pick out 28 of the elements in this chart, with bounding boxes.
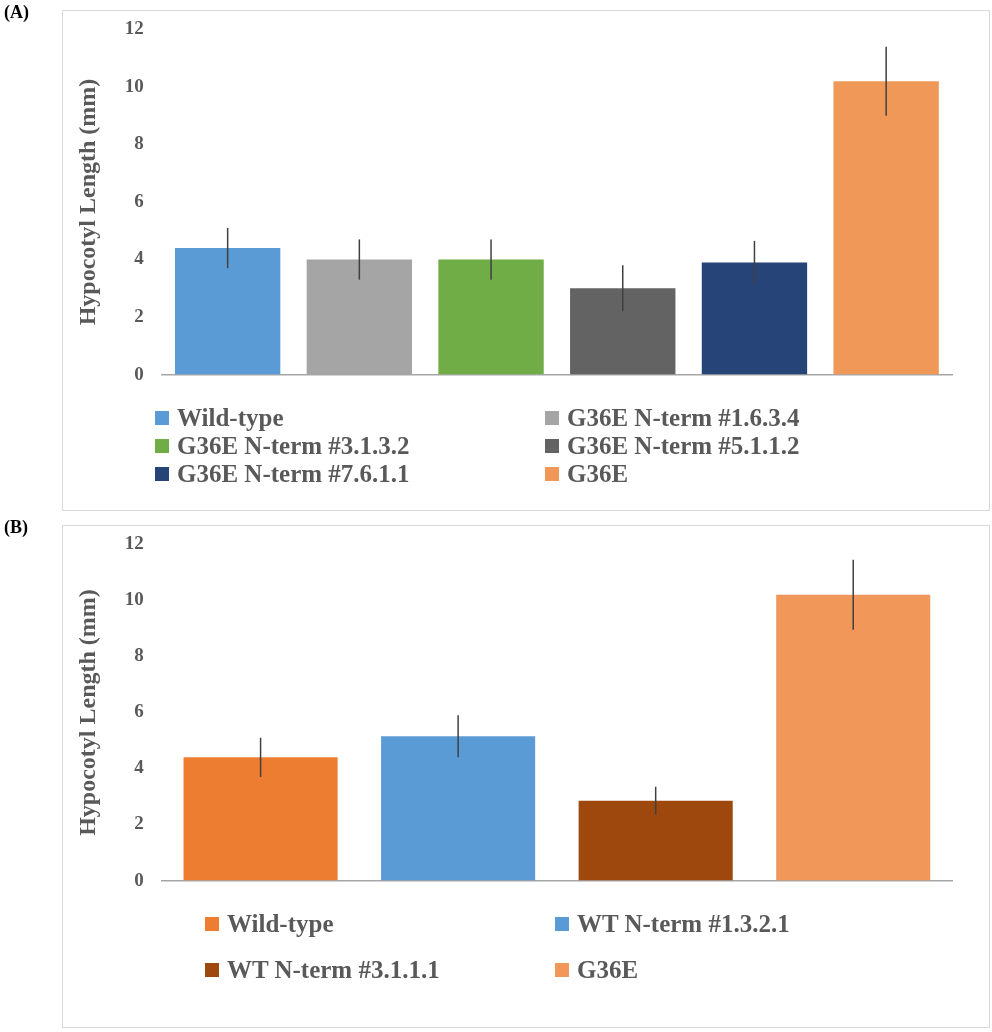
legend-label: G36E N-term #7.6.1.1 (177, 460, 410, 488)
text: (A) (4, 2, 29, 23)
y-tick-label: 10 (124, 588, 144, 610)
legend-label: G36E N-term #1.6.3.4 (567, 404, 800, 432)
y-tick-label: 12 (124, 532, 144, 554)
legend-label: G36E (577, 956, 639, 984)
legend-label: WT N-term #3.1.1.1 (227, 956, 440, 984)
legend-label: G36E N-term #5.1.1.2 (567, 432, 800, 460)
y-tick-label: 4 (134, 756, 145, 778)
legend-label: WT N-term #1.3.2.1 (577, 910, 790, 938)
y-tick-label: 10 (124, 74, 144, 96)
text: (B) (4, 517, 28, 538)
y-tick-label: 6 (134, 189, 144, 211)
y-tick-label: 0 (134, 362, 144, 384)
y-tick-label: 2 (134, 812, 144, 834)
y-tick-label: 12 (124, 17, 144, 39)
legend-label: G36E N-term #3.1.3.2 (177, 432, 410, 460)
y-tick-label: 8 (134, 132, 144, 154)
legend-label: Wild-type (227, 910, 334, 938)
legend-label: Wild-type (177, 404, 284, 432)
y-tick-label: 4 (134, 247, 145, 269)
y-tick-label: 6 (134, 700, 144, 722)
y-tick-label: 8 (134, 644, 144, 666)
y-tick-label: 0 (134, 868, 144, 890)
y-tick-label: 2 (134, 304, 144, 326)
legend-label: G36E (567, 460, 629, 488)
y-axis-title: Hypocotyl Length (mm) (73, 78, 100, 326)
y-axis-title: Hypocotyl Length (mm) (73, 589, 100, 836)
